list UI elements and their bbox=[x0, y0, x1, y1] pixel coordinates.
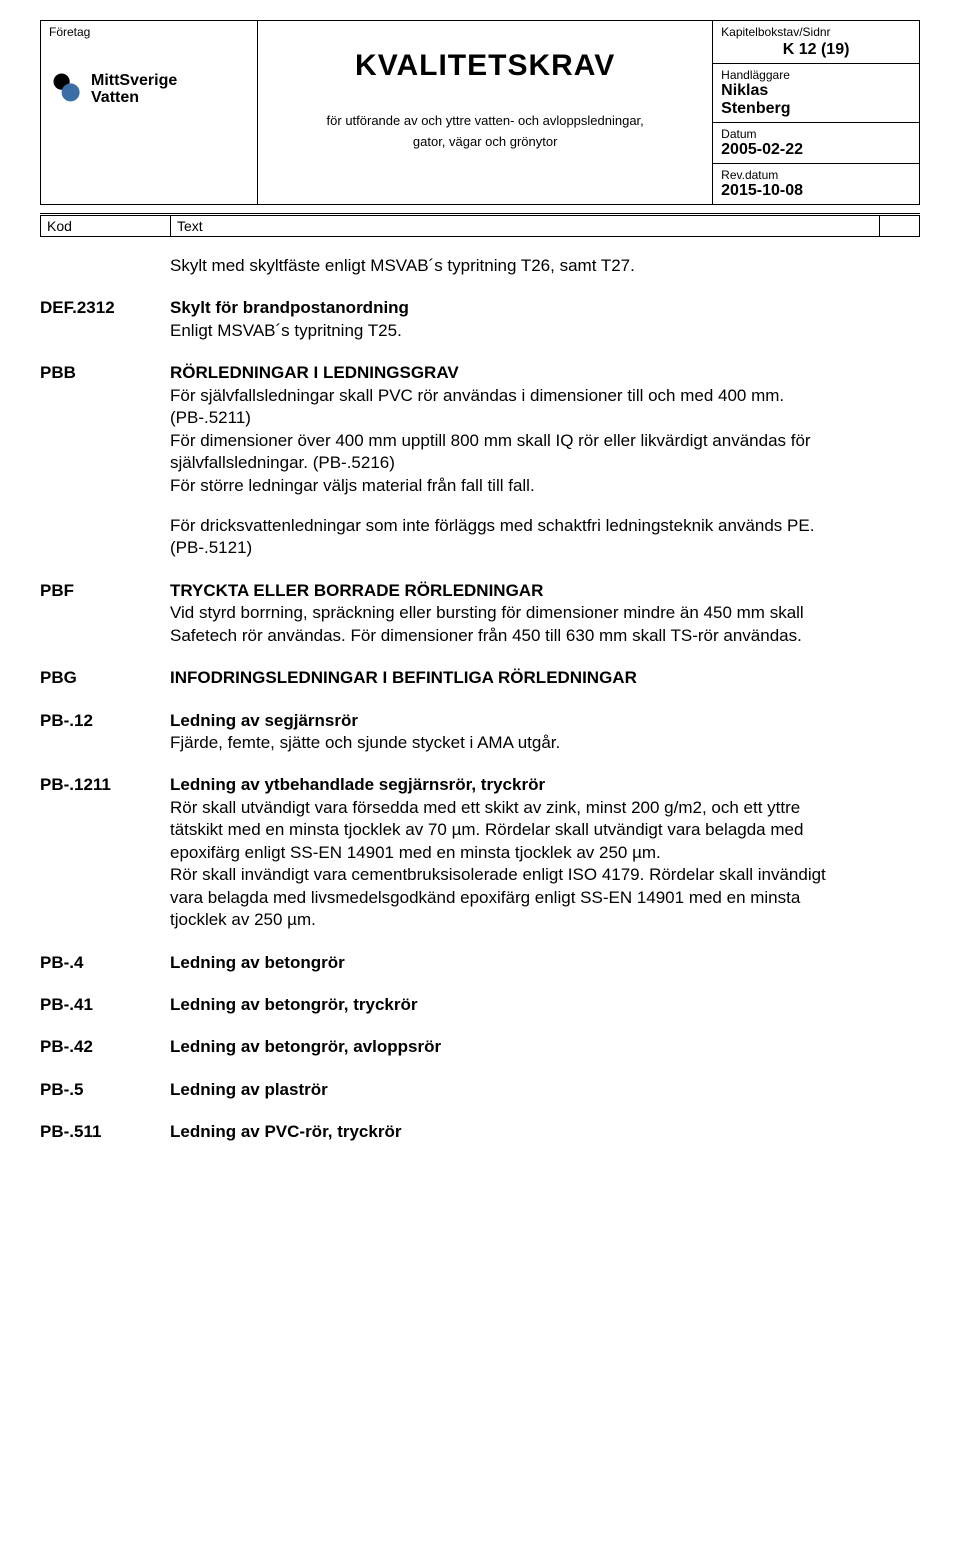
kod-empty bbox=[880, 215, 920, 237]
entry-pb42: PB-.42 Ledning av betongrör, avloppsrör bbox=[40, 1036, 920, 1058]
kod-label: Kod bbox=[41, 215, 171, 237]
entry-code: PB-.511 bbox=[40, 1121, 170, 1143]
entry-body: TRYCKTA ELLER BORRADE RÖRLEDNINGAR Vid s… bbox=[170, 580, 920, 647]
entry-body: Ledning av betongrör, avloppsrör bbox=[170, 1036, 920, 1058]
entry-pb5: PB-.5 Ledning av plaströr bbox=[40, 1079, 920, 1101]
entry-pb511: PB-.511 Ledning av PVC-rör, tryckrör bbox=[40, 1121, 920, 1143]
entry-text: Vid styrd borrning, spräckning eller bur… bbox=[170, 602, 840, 647]
entry-heading: TRYCKTA ELLER BORRADE RÖRLEDNINGAR bbox=[170, 580, 840, 602]
entry-text: För självfallsledningar skall PVC rör an… bbox=[170, 385, 840, 497]
entry-def2312: DEF.2312 Skylt för brandpostanordning En… bbox=[40, 297, 920, 342]
document-title: KVALITETSKRAV bbox=[266, 49, 704, 83]
entry-heading: RÖRLEDNINGAR I LEDNINGSGRAV bbox=[170, 362, 840, 384]
entry-pb4: PB-.4 Ledning av betongrör bbox=[40, 952, 920, 974]
entry-body: Ledning av plaströr bbox=[170, 1079, 920, 1101]
logo-text: MittSverige Vatten bbox=[91, 73, 177, 107]
kod-text-row: Kod Text bbox=[40, 213, 920, 237]
entry-heading: Ledning av betongrör, avloppsrör bbox=[170, 1036, 840, 1058]
revdate-label: Rev.datum bbox=[721, 168, 911, 182]
logo-icon bbox=[49, 69, 85, 110]
handler-label: Handläggare bbox=[721, 68, 911, 82]
chapter-cell: Kapitelbokstav/Sidnr K 12 (19) bbox=[713, 21, 920, 64]
entry-body: Ledning av betongrör, tryckrör bbox=[170, 994, 920, 1016]
entry-code: PB-.4 bbox=[40, 952, 170, 974]
entry-heading: INFODRINGSLEDNINGAR I BEFINTLIGA RÖRLEDN… bbox=[170, 667, 840, 689]
text-label: Text bbox=[171, 215, 880, 237]
entry-extra: För dricksvattenledningar som inte förlä… bbox=[170, 515, 840, 560]
entry-code bbox=[40, 255, 170, 277]
entry-body: Ledning av betongrör bbox=[170, 952, 920, 974]
logo-line1: MittSverige bbox=[91, 72, 177, 89]
revdate-value: 2015-10-08 bbox=[721, 182, 911, 200]
document-body: Skylt med skyltfäste enligt MSVAB´s typr… bbox=[40, 255, 920, 1144]
entry-pbg: PBG INFODRINGSLEDNINGAR I BEFINTLIGA RÖR… bbox=[40, 667, 920, 689]
entry-code: PBG bbox=[40, 667, 170, 689]
entry-code: PB-.12 bbox=[40, 710, 170, 755]
handler-name2: Stenberg bbox=[721, 100, 911, 118]
entry-body: Skylt med skyltfäste enligt MSVAB´s typr… bbox=[170, 255, 920, 277]
date-cell: Datum 2005-02-22 bbox=[713, 123, 920, 164]
entry-code: DEF.2312 bbox=[40, 297, 170, 342]
entry-pbf: PBF TRYCKTA ELLER BORRADE RÖRLEDNINGAR V… bbox=[40, 580, 920, 647]
entry-text: Skylt med skyltfäste enligt MSVAB´s typr… bbox=[170, 255, 840, 277]
entry-heading: Ledning av ytbehandlade segjärnsrör, try… bbox=[170, 774, 840, 796]
logo-line2: Vatten bbox=[91, 89, 139, 106]
entry-heading: Ledning av PVC-rör, tryckrör bbox=[170, 1121, 840, 1143]
date-label: Datum bbox=[721, 127, 911, 141]
entry-pb1211: PB-.1211 Ledning av ytbehandlade segjärn… bbox=[40, 774, 920, 931]
entry-code: PB-.5 bbox=[40, 1079, 170, 1101]
entry-body: INFODRINGSLEDNINGAR I BEFINTLIGA RÖRLEDN… bbox=[170, 667, 920, 689]
logo: MittSverige Vatten bbox=[49, 69, 249, 110]
date-value: 2005-02-22 bbox=[721, 141, 911, 159]
entry-body: Ledning av PVC-rör, tryckrör bbox=[170, 1121, 920, 1143]
entry-text: Fjärde, femte, sjätte och sjunde stycket… bbox=[170, 732, 840, 754]
entry-text: Enligt MSVAB´s typritning T25. bbox=[170, 320, 840, 342]
entry-code: PBF bbox=[40, 580, 170, 647]
document-header: Företag MittSverige Vatten KVALITETSKRAV… bbox=[40, 20, 920, 205]
entry-intro: Skylt med skyltfäste enligt MSVAB´s typr… bbox=[40, 255, 920, 277]
entry-code: PB-.42 bbox=[40, 1036, 170, 1058]
handler-cell: Handläggare Niklas Stenberg bbox=[713, 64, 920, 123]
chapter-label: Kapitelbokstav/Sidnr bbox=[721, 25, 911, 39]
entry-pb12: PB-.12 Ledning av segjärnsrör Fjärde, fe… bbox=[40, 710, 920, 755]
company-label: Företag bbox=[49, 25, 249, 39]
entry-heading: Ledning av plaströr bbox=[170, 1079, 840, 1101]
handler-name1: Niklas bbox=[721, 82, 911, 100]
entry-pbb: PBB RÖRLEDNINGAR I LEDNINGSGRAV För själ… bbox=[40, 362, 920, 560]
subtitle-line2: gator, vägar och grönytor bbox=[266, 134, 704, 149]
entry-body: RÖRLEDNINGAR I LEDNINGSGRAV För självfal… bbox=[170, 362, 920, 560]
entry-code: PB-.1211 bbox=[40, 774, 170, 931]
entry-body: Ledning av segjärnsrör Fjärde, femte, sj… bbox=[170, 710, 920, 755]
entry-code: PBB bbox=[40, 362, 170, 560]
entry-text: Rör skall utvändigt vara försedda med et… bbox=[170, 797, 840, 932]
company-cell: Företag MittSverige Vatten bbox=[41, 21, 258, 205]
entry-heading: Ledning av betongrör bbox=[170, 952, 840, 974]
subtitle-line1: för utförande av och yttre vatten- och a… bbox=[266, 113, 704, 128]
title-cell: KVALITETSKRAV för utförande av och yttre… bbox=[258, 21, 713, 205]
entry-heading: Ledning av betongrör, tryckrör bbox=[170, 994, 840, 1016]
entry-pb41: PB-.41 Ledning av betongrör, tryckrör bbox=[40, 994, 920, 1016]
entry-heading: Skylt för brandpostanordning bbox=[170, 297, 840, 319]
revdate-cell: Rev.datum 2015-10-08 bbox=[713, 164, 920, 205]
entry-body: Skylt för brandpostanordning Enligt MSVA… bbox=[170, 297, 920, 342]
entry-body: Ledning av ytbehandlade segjärnsrör, try… bbox=[170, 774, 920, 931]
page-indicator: K 12 (19) bbox=[721, 39, 911, 59]
entry-code: PB-.41 bbox=[40, 994, 170, 1016]
entry-heading: Ledning av segjärnsrör bbox=[170, 710, 840, 732]
